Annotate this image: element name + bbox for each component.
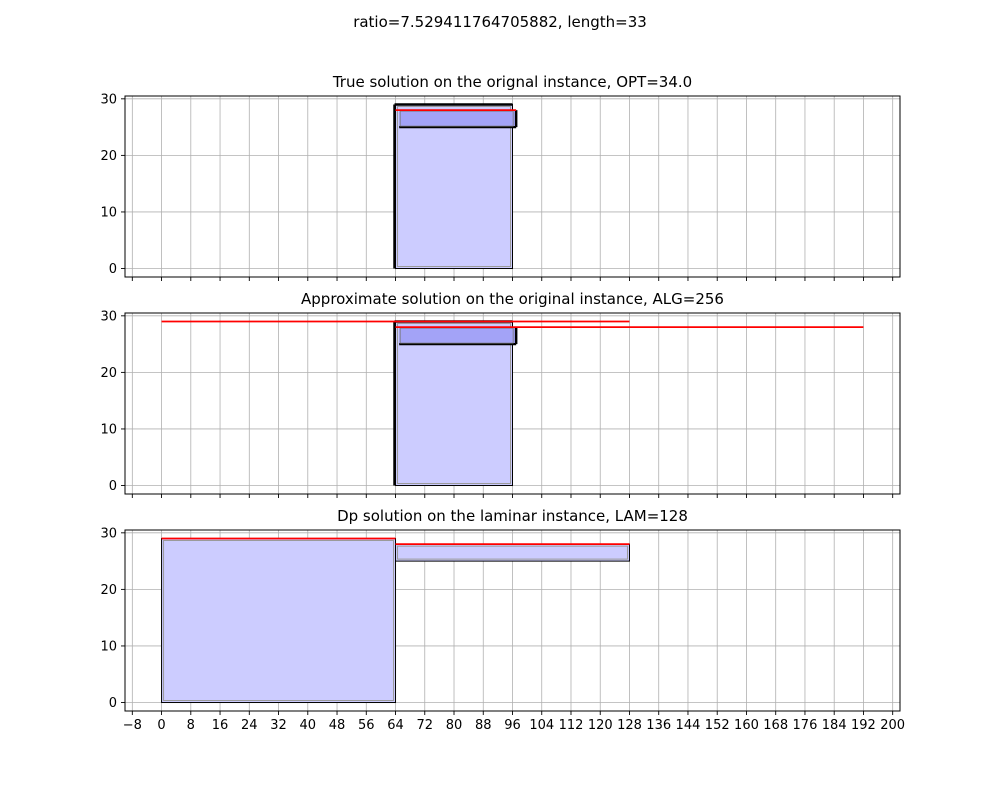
y-tick-label: 30	[100, 526, 117, 541]
rectangle	[395, 543, 630, 562]
x-tick-label: 88	[475, 718, 492, 733]
y-tick-label: 30	[100, 309, 117, 324]
subplot-1: 0 10 20 30 True solution on the orignal inst…	[100, 73, 901, 281]
y-tick-label: 10	[100, 639, 117, 654]
x-tick-label: 104	[529, 718, 554, 733]
x-tick-label: 32	[270, 718, 287, 733]
x-tick-label: −8	[123, 718, 142, 733]
x-tick-label: 80	[446, 718, 463, 733]
x-tick-label: 168	[763, 718, 788, 733]
rectangle	[395, 103, 513, 270]
rectangle-inner-edge	[399, 327, 514, 344]
y-ticks: 0 10 20 30	[100, 526, 125, 711]
x-tick-label: 16	[212, 718, 229, 733]
plot-content	[161, 537, 630, 704]
x-tick-label: 56	[358, 718, 375, 733]
x-tick-label: 192	[851, 718, 876, 733]
subplot-title: Dp solution on the laminar instance, LAM…	[337, 507, 688, 525]
x-tick-label: 136	[646, 718, 671, 733]
x-tick-label: 96	[504, 718, 521, 733]
x-tick-label: 0	[157, 718, 165, 733]
x-tick-label: 184	[822, 718, 847, 733]
y-tick-label: 20	[100, 366, 117, 381]
x-tick-label: 200	[880, 718, 905, 733]
figure-suptitle: ratio=7.529411764705882, length=33	[353, 13, 647, 31]
y-tick-label: 30	[100, 92, 117, 107]
y-ticks: 0 10 20 30	[100, 309, 125, 494]
subplots: 0 10 20 30 True solution on the orignal inst…	[100, 73, 905, 733]
subplot-title: Approximate solution on the original ins…	[301, 290, 724, 308]
rectangle-inner-edge	[163, 539, 395, 702]
x-tick-label: 144	[676, 718, 701, 733]
rectangle-inner-edge	[397, 322, 511, 485]
y-tick-label: 0	[109, 262, 117, 277]
x-ticks: −8 0 8 16 24 32 40 48 56 64 72 80 88 96 104 112 120 128 13…	[123, 711, 905, 733]
plot-content	[161, 320, 864, 487]
x-tick-label: 112	[559, 718, 584, 733]
rectangle-inner-edge	[397, 105, 511, 268]
plot-content	[393, 103, 518, 270]
rectangle-inner-edge	[399, 110, 514, 127]
x-tick-label: 40	[300, 718, 317, 733]
x-ticks	[131, 494, 894, 498]
rectangle	[399, 110, 517, 128]
y-tick-label: 10	[100, 205, 117, 220]
subplot-3: −8 0 8 16 24 32 40 48 56 64 72 80 88 96 104 112 120 128 13…	[100, 507, 905, 733]
x-tick-label: 176	[793, 718, 818, 733]
rectangle	[399, 327, 517, 345]
x-tick-label: 24	[241, 718, 258, 733]
subplot-2: 0 10 20 30 Approximate solution on the origi…	[100, 290, 901, 498]
y-tick-label: 0	[109, 696, 117, 711]
x-ticks	[131, 277, 894, 281]
x-tick-label: 8	[187, 718, 195, 733]
y-tick-label: 10	[100, 422, 117, 437]
rectangle	[395, 320, 513, 487]
y-tick-label: 20	[100, 149, 117, 164]
x-tick-label: 152	[705, 718, 730, 733]
x-tick-label: 128	[617, 718, 642, 733]
y-tick-label: 20	[100, 583, 117, 598]
x-tick-label: 72	[416, 718, 433, 733]
rectangle-inner-edge	[397, 545, 628, 560]
rectangle	[161, 537, 397, 704]
y-tick-label: 0	[109, 479, 117, 494]
subplot-title: True solution on the orignal instance, O…	[332, 73, 692, 91]
x-tick-label: 120	[588, 718, 613, 733]
x-tick-label: 160	[734, 718, 759, 733]
x-tick-label: 64	[387, 718, 404, 733]
x-tick-label: 48	[329, 718, 346, 733]
y-ticks: 0 10 20 30	[100, 92, 125, 277]
